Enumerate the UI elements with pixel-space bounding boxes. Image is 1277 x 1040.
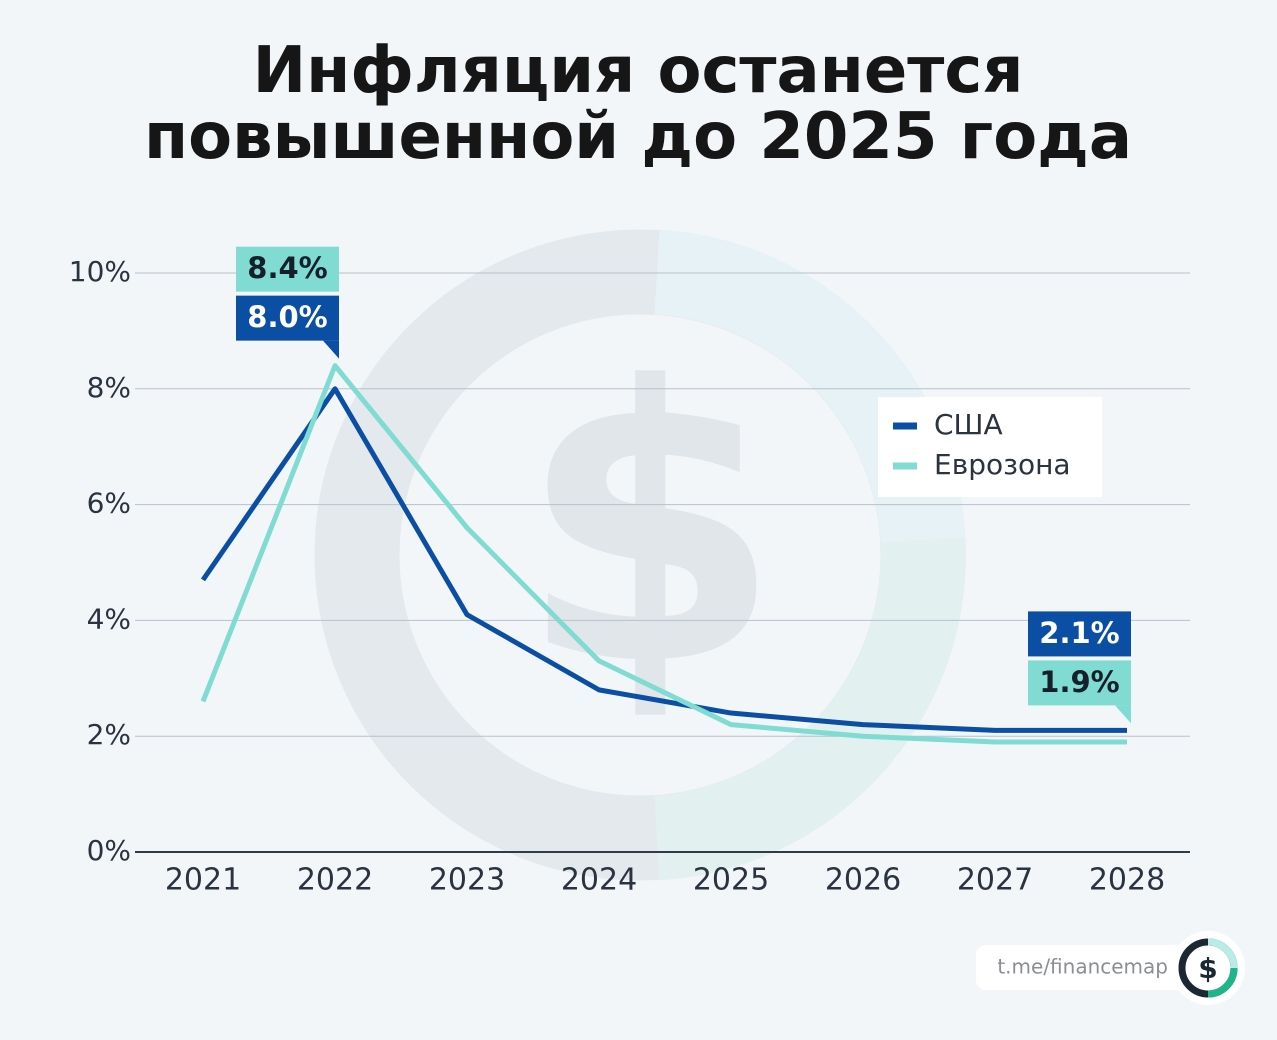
- legend-box: [878, 397, 1102, 497]
- value-label-box: [236, 246, 339, 292]
- x-tick-label: 2027: [957, 863, 1033, 898]
- legend-label: Еврозона: [934, 448, 1071, 481]
- y-tick-label: 6%: [87, 487, 131, 520]
- value-label-pointer: [323, 340, 339, 359]
- y-tick-label: 10%: [69, 255, 131, 288]
- value-label: 2.1%: [1039, 616, 1119, 650]
- y-tick-label: 0%: [87, 834, 131, 867]
- line: [200, 386, 1127, 733]
- y-tick-label: 8%: [87, 371, 131, 404]
- x-tick-label: 2022: [297, 863, 373, 898]
- footer: t.me/financemap $: [976, 931, 1245, 1005]
- legend-label: США: [934, 408, 1003, 441]
- y-tick-label: 2%: [87, 718, 131, 751]
- x-tick-label: 2026: [825, 863, 901, 898]
- line: [200, 363, 1127, 745]
- value-label: 8.4%: [247, 251, 327, 285]
- y-tick-label: 4%: [87, 602, 131, 635]
- value-label-box: [236, 295, 339, 341]
- value-label-box: [1028, 611, 1131, 657]
- x-tick-label: 2025: [693, 863, 769, 898]
- x-tick-label: 2028: [1089, 863, 1165, 898]
- source: t.me/financemap: [997, 955, 1168, 979]
- chart-title: Инфляция останется повышенной до 2025 го…: [143, 34, 1133, 174]
- x-tick-label: 2023: [429, 863, 505, 898]
- legend: США Еврозона: [878, 397, 1102, 497]
- value-label-pointer: [1115, 705, 1131, 724]
- x-tick-label: 2024: [561, 863, 637, 898]
- x-tick-label: 2021: [165, 863, 241, 898]
- value-label: 8.0%: [247, 300, 327, 334]
- value-label-box: [1028, 660, 1131, 706]
- background-logo: $: [314, 229, 966, 881]
- footer-pill: [976, 945, 1238, 990]
- svg-text:$: $: [518, 306, 782, 749]
- value-label: 1.9%: [1039, 665, 1119, 699]
- logo-symbol: $: [1198, 952, 1217, 985]
